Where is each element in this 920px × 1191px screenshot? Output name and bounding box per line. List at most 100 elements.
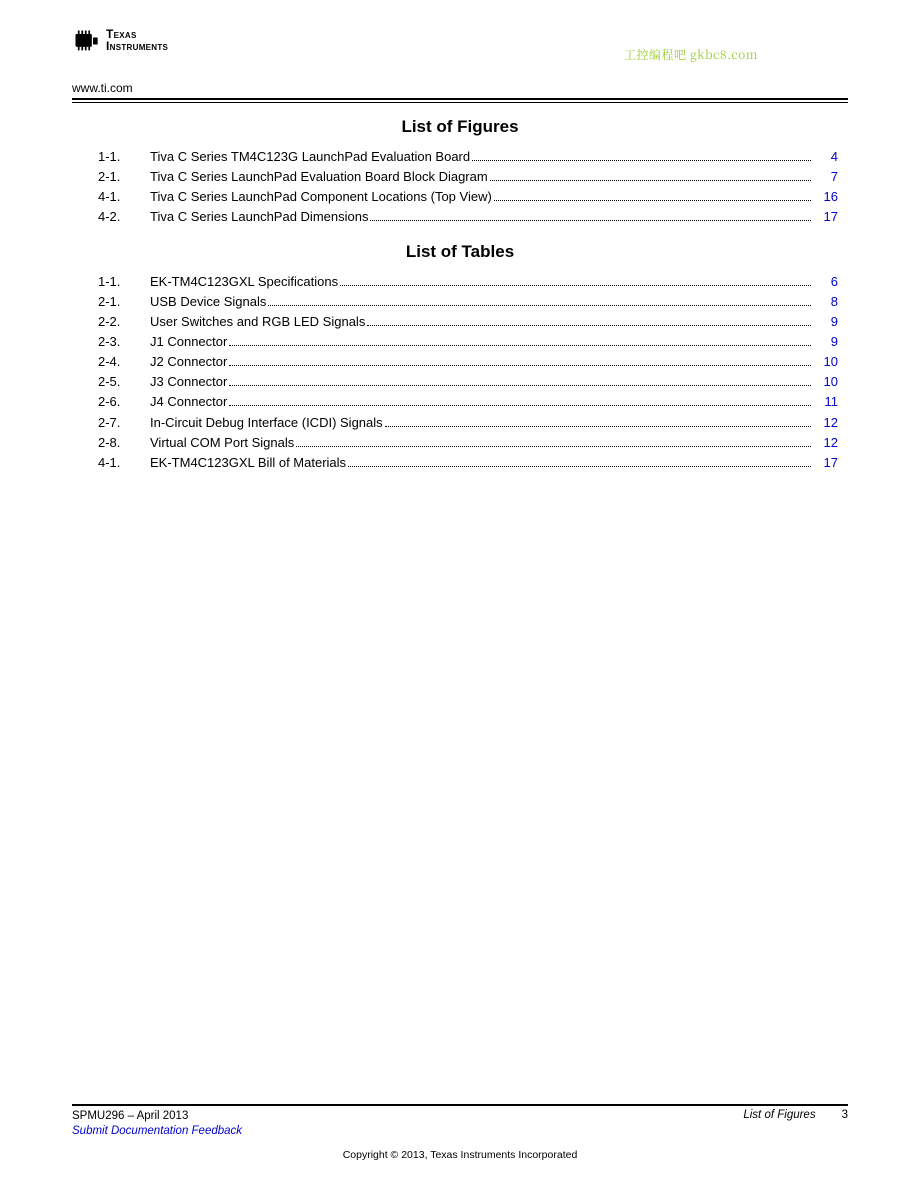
toc-row[interactable]: 2-1.USB Device Signals 8 [98,292,838,312]
toc-entry-title: EK-TM4C123GXL Specifications [150,272,338,292]
toc-row[interactable]: 2-6.J4 Connector 11 [98,392,838,412]
toc-entry-page[interactable]: 8 [814,292,838,312]
copyright-line: Copyright © 2013, Texas Instruments Inco… [72,1149,848,1161]
toc-title-wrap: J1 Connector [150,332,814,352]
toc-title-wrap: USB Device Signals [150,292,814,312]
ti-logo-text: Texas Instruments [106,28,168,52]
footer-rule [72,1104,848,1106]
toc-row[interactable]: 2-8.Virtual COM Port Signals 12 [98,433,838,453]
watermark-text: 工控编程吧 gkbc8.com [624,46,758,63]
toc-entry-number: 2-1. [98,167,150,187]
toc-title-wrap: Tiva C Series LaunchPad Dimensions [150,207,814,227]
toc-entry-number: 2-2. [98,312,150,332]
toc-entry-title: Tiva C Series LaunchPad Dimensions [150,207,368,227]
tables-toc: 1-1.EK-TM4C123GXL Specifications62-1.USB… [72,272,848,473]
toc-entry-title: Tiva C Series LaunchPad Component Locati… [150,187,492,207]
toc-entry-title: J1 Connector [150,332,227,352]
toc-entry-page[interactable]: 17 [814,453,838,473]
toc-entry-page[interactable]: 6 [814,272,838,292]
toc-entry-title: User Switches and RGB LED Signals [150,312,365,332]
toc-entry-number: 4-1. [98,187,150,207]
toc-entry-page[interactable]: 11 [814,392,838,412]
toc-entry-page[interactable]: 9 [814,312,838,332]
toc-entry-number: 2-8. [98,433,150,453]
ti-chip-icon [72,28,100,54]
toc-leader-dots [472,160,811,161]
toc-row[interactable]: 4-2.Tiva C Series LaunchPad Dimensions 17 [98,207,838,227]
toc-entry-number: 4-1. [98,453,150,473]
toc-leader-dots [367,325,811,326]
list-of-tables-title: List of Tables [72,242,848,262]
toc-row[interactable]: 2-5.J3 Connector10 [98,372,838,392]
submit-feedback-link[interactable]: Submit Documentation Feedback [72,1125,242,1137]
toc-entry-number: 1-1. [98,272,150,292]
toc-entry-number: 2-4. [98,352,150,372]
toc-title-wrap: Tiva C Series LaunchPad Evaluation Board… [150,167,814,187]
toc-entry-title: Tiva C Series LaunchPad Evaluation Board… [150,167,488,187]
toc-entry-title: J2 Connector [150,352,227,372]
toc-entry-title: J4 Connector [150,392,227,412]
footer-left: SPMU296 – April 2013 Submit Documentatio… [72,1109,242,1139]
toc-entry-number: 2-6. [98,392,150,412]
toc-title-wrap: J2 Connector [150,352,814,372]
toc-entry-page[interactable]: 9 [814,332,838,352]
toc-entry-title: In-Circuit Debug Interface (ICDI) Signal… [150,413,383,433]
toc-entry-page[interactable]: 10 [814,372,838,392]
toc-leader-dots [229,345,811,346]
toc-entry-title: J3 Connector [150,372,227,392]
toc-title-wrap: In-Circuit Debug Interface (ICDI) Signal… [150,413,814,433]
header-url[interactable]: www.ti.com [72,81,848,95]
toc-row[interactable]: 2-7.In-Circuit Debug Interface (ICDI) Si… [98,413,838,433]
toc-entry-page[interactable]: 12 [814,413,838,433]
footer-right: List of Figures 3 [743,1109,848,1121]
toc-leader-dots [340,285,811,286]
toc-entry-number: 2-7. [98,413,150,433]
toc-row[interactable]: 2-2.User Switches and RGB LED Signals 9 [98,312,838,332]
toc-title-wrap: J4 Connector [150,392,814,412]
toc-row[interactable]: 1-1.EK-TM4C123GXL Specifications 6 [98,272,838,292]
toc-entry-page[interactable]: 12 [814,433,838,453]
toc-leader-dots [490,180,811,181]
ti-logo: Texas Instruments [72,28,168,54]
toc-entry-page[interactable]: 4 [814,147,838,167]
toc-row[interactable]: 2-3.J1 Connector 9 [98,332,838,352]
toc-leader-dots [348,466,811,467]
toc-entry-number: 2-1. [98,292,150,312]
toc-title-wrap: Tiva C Series TM4C123G LaunchPad Evaluat… [150,147,814,167]
document-page: Texas Instruments 工控编程吧 gkbc8.com www.ti… [0,0,920,473]
figures-toc: 1-1.Tiva C Series TM4C123G LaunchPad Eva… [72,147,848,228]
toc-title-wrap: User Switches and RGB LED Signals [150,312,814,332]
toc-leader-dots [229,385,811,386]
toc-row[interactable]: 4-1.EK-TM4C123GXL Bill of Materials 17 [98,453,838,473]
toc-entry-title: USB Device Signals [150,292,266,312]
page-number: 3 [842,1109,848,1121]
toc-entry-page[interactable]: 17 [814,207,838,227]
toc-entry-number: 1-1. [98,147,150,167]
toc-title-wrap: Tiva C Series LaunchPad Component Locati… [150,187,814,207]
toc-title-wrap: J3 Connector [150,372,814,392]
page-header: Texas Instruments 工控编程吧 gkbc8.com [72,28,848,63]
toc-leader-dots [229,405,811,406]
toc-leader-dots [296,446,811,447]
toc-title-wrap: EK-TM4C123GXL Specifications [150,272,814,292]
toc-row[interactable]: 2-1.Tiva C Series LaunchPad Evaluation B… [98,167,838,187]
toc-row[interactable]: 4-1.Tiva C Series LaunchPad Component Lo… [98,187,838,207]
page-footer: SPMU296 – April 2013 Submit Documentatio… [72,1104,848,1161]
header-rule-thick [72,98,848,100]
logo-line-2: Instruments [106,40,168,52]
toc-entry-title: EK-TM4C123GXL Bill of Materials [150,453,346,473]
toc-entry-title: Virtual COM Port Signals [150,433,294,453]
footer-section-name: List of Figures [743,1109,815,1121]
toc-entry-page[interactable]: 16 [814,187,838,207]
toc-leader-dots [229,365,811,366]
toc-entry-page[interactable]: 7 [814,167,838,187]
header-rule-thin [72,102,848,103]
toc-entry-number: 4-2. [98,207,150,227]
toc-entry-number: 2-3. [98,332,150,352]
list-of-figures-title: List of Figures [72,117,848,137]
toc-row[interactable]: 2-4.J2 Connector 10 [98,352,838,372]
toc-leader-dots [385,426,811,427]
toc-entry-page[interactable]: 10 [814,352,838,372]
toc-leader-dots [370,220,811,221]
toc-row[interactable]: 1-1.Tiva C Series TM4C123G LaunchPad Eva… [98,147,838,167]
